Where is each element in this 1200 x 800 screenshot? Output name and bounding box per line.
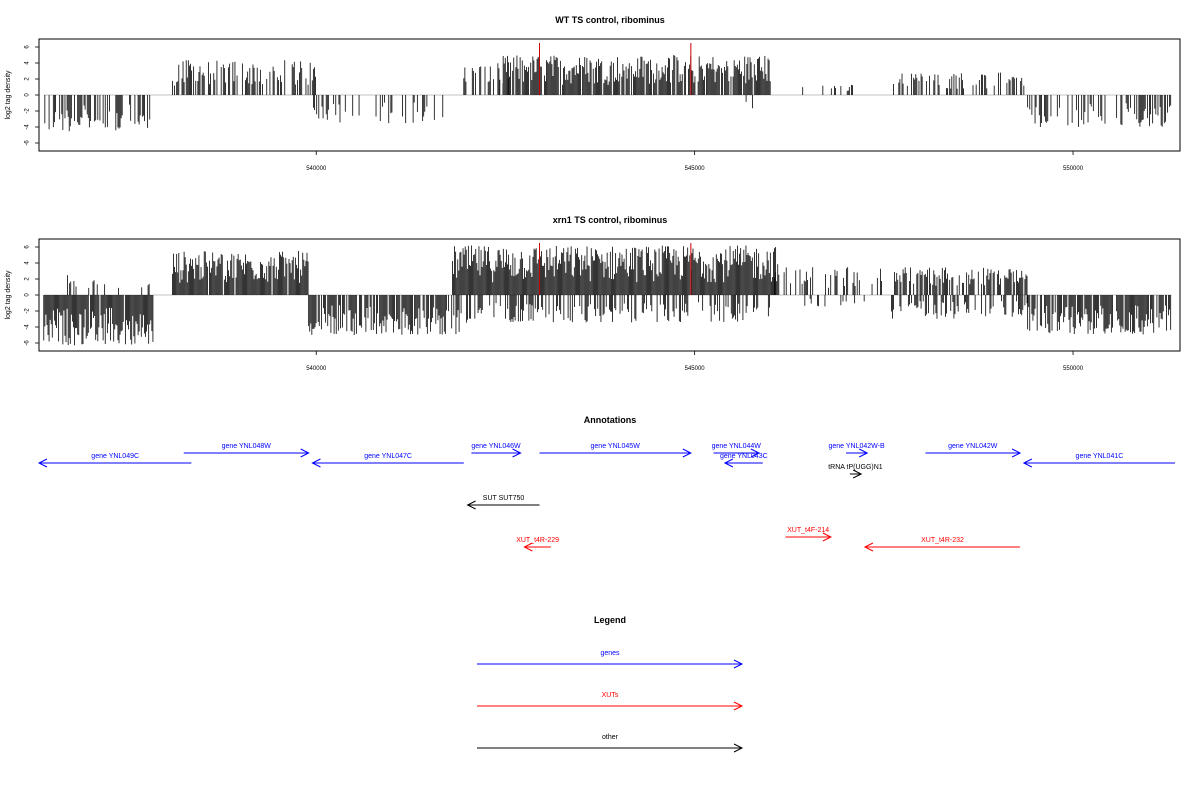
- feature-label: XUT_t4R-229: [516, 537, 559, 544]
- y-tick-label: -4: [25, 124, 31, 130]
- legend-label: XUTs: [602, 692, 619, 699]
- feature-arrowhead: [863, 542, 874, 552]
- feature-other: SUT SUT750: [466, 495, 540, 510]
- feature-label: tRNA tP(UGG)N1: [828, 464, 883, 471]
- highlight-lines: [538, 243, 692, 295]
- feature-label: gene YNL043C: [720, 453, 768, 460]
- feature-label: gene YNL042W: [948, 443, 998, 450]
- annotations-title: Annotations: [584, 415, 637, 425]
- feature-arrowhead: [1022, 458, 1033, 468]
- feature-xut: XUT_t4F-214: [785, 527, 832, 542]
- legend-arrowhead: [733, 701, 744, 711]
- feature-arrowhead: [682, 448, 692, 458]
- xrn1-density-panel: xrn1 TS control, ribominus log2 tag dens…: [5, 215, 1181, 372]
- feature-list: gene YNL049C gene YNL048W gene YNL047C gene…: [37, 443, 1175, 552]
- feature-gene: gene YNL041C: [1022, 453, 1175, 468]
- feature-arrowhead: [523, 542, 533, 552]
- legend-label: genes: [600, 650, 620, 657]
- x-tick-label: 545000: [685, 166, 706, 172]
- legend-arrowhead: [733, 659, 744, 669]
- feature-arrowhead: [750, 448, 761, 458]
- feature-arrowhead: [1011, 448, 1022, 458]
- feature-gene: gene YNL045W: [539, 443, 692, 458]
- y-tick-label: -2: [25, 308, 31, 314]
- feature-arrowhead: [37, 458, 48, 468]
- y-axis-label: log2 tag density: [5, 270, 12, 320]
- feature-label: gene YNL047C: [364, 453, 412, 460]
- x-axis-ticks: 540000 545000 550000: [306, 151, 1084, 172]
- feature-label: gene YNL045W: [591, 443, 641, 450]
- y-tick-label: 2: [25, 77, 31, 81]
- x-tick-label: 540000: [306, 366, 327, 372]
- y-tick-label: -6: [25, 140, 31, 146]
- feature-label: gene YNL046W: [471, 443, 521, 450]
- y-tick-label: 0: [25, 93, 31, 97]
- legend-item: other: [477, 734, 744, 753]
- feature-label: gene YNL044W: [712, 443, 762, 450]
- y-tick-label: 4: [25, 61, 31, 65]
- feature-label: gene YNL041C: [1076, 453, 1124, 460]
- y-tick-label: -4: [25, 324, 31, 330]
- legend: Legend genes XUTs other: [477, 615, 744, 753]
- x-tick-label: 545000: [685, 366, 706, 372]
- highlight-lines: [538, 43, 692, 95]
- feature-gene: gene YNL042W-B: [829, 443, 885, 458]
- feature-arrowhead: [858, 448, 869, 458]
- feature-arrowhead: [723, 458, 734, 468]
- density-bars: [43, 245, 1172, 346]
- feature-gene: gene YNL049C: [37, 453, 192, 468]
- y-axis-label: log2 tag density: [5, 70, 12, 120]
- density-bars: [43, 55, 1172, 132]
- feature-xut: XUT_t4R-229: [516, 537, 559, 552]
- panel-title: WT TS control, ribominus: [555, 15, 665, 25]
- feature-arrowhead: [512, 448, 522, 458]
- legend-item: XUTs: [477, 692, 744, 711]
- feature-arrowhead: [300, 448, 310, 458]
- feature-label: SUT SUT750: [483, 495, 525, 502]
- feature-gene: gene YNL047C: [311, 453, 464, 468]
- legend-item: genes: [477, 650, 744, 669]
- feature-arrowhead: [852, 469, 863, 479]
- feature-label: XUT_t4F-214: [787, 527, 829, 534]
- feature-gene: gene YNL043C: [720, 453, 768, 468]
- y-tick-label: -6: [25, 340, 31, 346]
- legend-arrowhead: [733, 743, 744, 753]
- y-axis-ticks: -6 -4 -2 0 2 4 6: [25, 45, 39, 146]
- panel-title: xrn1 TS control, ribominus: [553, 215, 668, 225]
- feature-xut: XUT_t4R-232: [863, 537, 1021, 552]
- feature-arrowhead: [311, 458, 321, 468]
- wt-density-panel: WT TS control, ribominus log2 tag densit…: [5, 15, 1181, 172]
- feature-label: gene YNL042W-B: [829, 443, 885, 450]
- x-tick-label: 540000: [306, 166, 327, 172]
- feature-gene: gene YNL048W: [183, 443, 310, 458]
- feature-gene: gene YNL044W: [712, 443, 762, 458]
- feature-gene: gene YNL046W: [471, 443, 522, 458]
- feature-label: gene YNL049C: [91, 453, 139, 460]
- y-tick-label: 6: [25, 245, 31, 249]
- feature-arrowhead: [822, 532, 832, 542]
- feature-label: gene YNL048W: [222, 443, 272, 450]
- x-tick-label: 550000: [1063, 366, 1084, 372]
- x-tick-label: 550000: [1063, 166, 1084, 172]
- y-tick-label: -2: [25, 108, 31, 114]
- feature-gene: gene YNL042W: [925, 443, 1022, 458]
- legend-label: other: [602, 734, 619, 741]
- y-axis-ticks: -6 -4 -2 0 2 4 6: [25, 245, 39, 346]
- legend-title: Legend: [594, 615, 626, 625]
- feature-other: tRNA tP(UGG)N1: [828, 464, 883, 479]
- y-tick-label: 2: [25, 277, 31, 281]
- legend-items: genes XUTs other: [477, 650, 744, 753]
- feature-arrowhead: [466, 500, 476, 510]
- y-tick-label: 6: [25, 45, 31, 49]
- x-axis-ticks: 540000 545000 550000: [306, 351, 1084, 372]
- y-tick-label: 0: [25, 293, 31, 297]
- feature-label: XUT_t4R-232: [921, 537, 964, 544]
- y-tick-label: 4: [25, 261, 31, 265]
